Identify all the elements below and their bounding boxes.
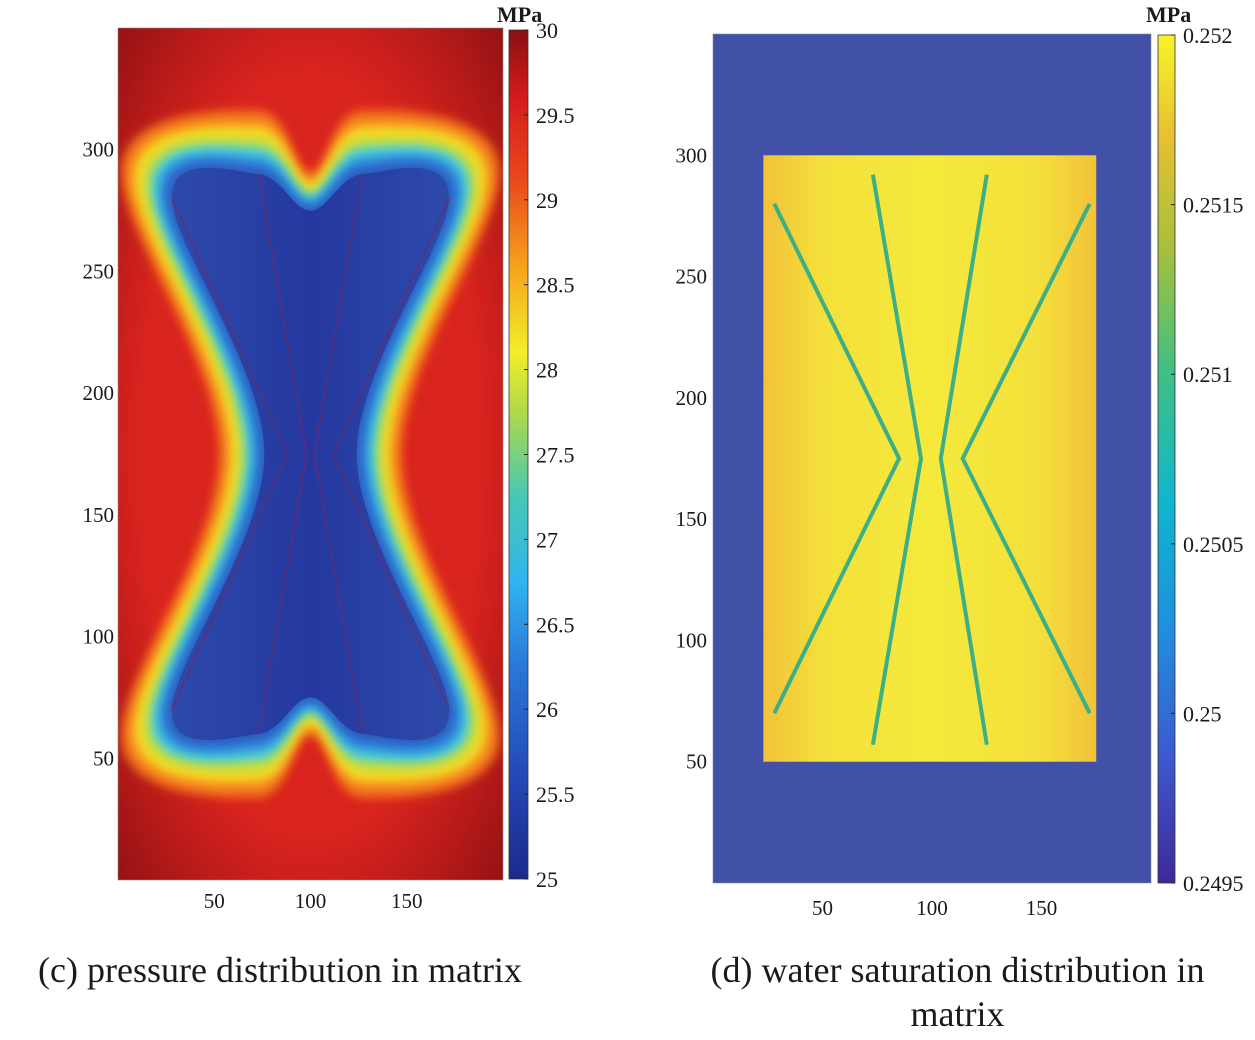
saturation-y-tick-labels: 50 100 150 200 250 300: [676, 143, 708, 773]
pressure-colorbar-tick-label: 28.5: [536, 273, 575, 298]
pressure-colorbar-tick-label: 30: [536, 18, 558, 43]
pressure-colorbar-tick-label: 27.5: [536, 443, 575, 468]
saturation-colorbar-tick-label: 0.25: [1183, 701, 1222, 726]
saturation-x-tick-label: 50: [812, 896, 833, 920]
saturation-colorbar-ticks: 0.2495 0.25 0.2505 0.251 0.2515 0.252: [1171, 23, 1244, 896]
saturation-fracture: [938, 174, 989, 746]
saturation-colorbar-unit: MPa: [1146, 2, 1191, 27]
pressure-contours: [121, 110, 500, 798]
saturation-x-tick-label: 150: [1026, 896, 1058, 920]
pressure-colorbar-tick-label: 25: [536, 867, 558, 892]
pressure-colorbar-unit: MPa: [497, 2, 542, 27]
pressure-colorbar-tick-label: 28: [536, 358, 558, 383]
saturation-y-tick-label: 50: [686, 750, 707, 774]
saturation-fracture: [960, 202, 1092, 715]
pressure-fracture: [257, 173, 308, 735]
saturation-y-tick-label: 200: [676, 386, 708, 410]
pressure-colorbar-tick-label: 29.5: [536, 103, 575, 128]
saturation-colorbar-tick-label: 0.2505: [1183, 532, 1244, 557]
pressure-y-tick-label: 50: [93, 746, 114, 770]
pressure-colorbar-tick-label: 26: [536, 697, 558, 722]
saturation-y-tick-label: 300: [676, 143, 708, 167]
pressure-y-tick-label: 250: [83, 259, 115, 283]
saturation-y-tick-label: 250: [676, 265, 708, 289]
pressure-x-tick-label: 100: [295, 889, 327, 913]
pressure-colorbar-tick-label: 25.5: [536, 782, 575, 807]
saturation-colorbar-tick-label: 0.2515: [1183, 193, 1244, 218]
saturation-fractures: [772, 174, 1092, 746]
pressure-fractures: [171, 173, 450, 735]
pressure-caption: (c) pressure distribution in matrix: [38, 950, 522, 990]
pressure-y-tick-label: 200: [83, 381, 115, 405]
saturation-colorbar-tick-label: 0.252: [1183, 23, 1233, 48]
pressure-colorbar-ticks: 25 25.5 26 26.5 27 27.5 28 28.5 29 29.5 30: [524, 18, 575, 892]
pressure-contour-band: [171, 167, 450, 741]
pressure-y-tick-label: 150: [83, 503, 115, 527]
pressure-colorbar-tick-label: 29: [536, 188, 558, 213]
pressure-colorbar-tick-label: 26.5: [536, 612, 575, 637]
saturation-caption: (d) water saturation distribution in mat…: [710, 950, 1205, 1034]
pressure-y-tick-label: 100: [83, 625, 115, 649]
saturation-colorbar: MPa 0.2495 0.25 0.2505 0.251 0.2515 0.252: [1146, 2, 1244, 896]
pressure-x-tick-labels: 50 100 150: [204, 889, 423, 913]
saturation-heatmap: [713, 34, 1151, 883]
pressure-y-tick-label: 300: [83, 138, 115, 162]
pressure-y-tick-labels: 50 100 150 200 250 300: [83, 138, 115, 771]
saturation-fracture: [870, 174, 924, 746]
saturation-colorbar-tick-label: 0.251: [1183, 362, 1233, 387]
saturation-colorbar-tick-label: 0.2495: [1183, 871, 1244, 896]
pressure-colorbar-tick-label: 27: [536, 527, 558, 552]
saturation-fracture: [772, 202, 902, 715]
saturation-y-tick-label: 100: [676, 628, 708, 652]
saturation-colorbar-gradient: [1157, 34, 1176, 884]
pressure-x-tick-label: 50: [204, 889, 225, 913]
saturation-y-tick-label: 150: [676, 507, 708, 531]
pressure-fracture: [171, 198, 289, 710]
saturation-x-tick-label: 100: [916, 896, 948, 920]
pressure-colorbar: MPa 25 25.5 26 26.5 27 27.5 28 28.5 29 29.5 30: [497, 2, 575, 892]
pressure-x-tick-label: 150: [391, 889, 423, 913]
saturation-x-tick-labels: 50 100 150: [812, 896, 1057, 920]
pressure-heatmap: [118, 28, 503, 880]
saturation-inner-region: [763, 155, 1097, 762]
pressure-fracture: [332, 198, 450, 710]
pressure-fracture: [313, 173, 364, 735]
